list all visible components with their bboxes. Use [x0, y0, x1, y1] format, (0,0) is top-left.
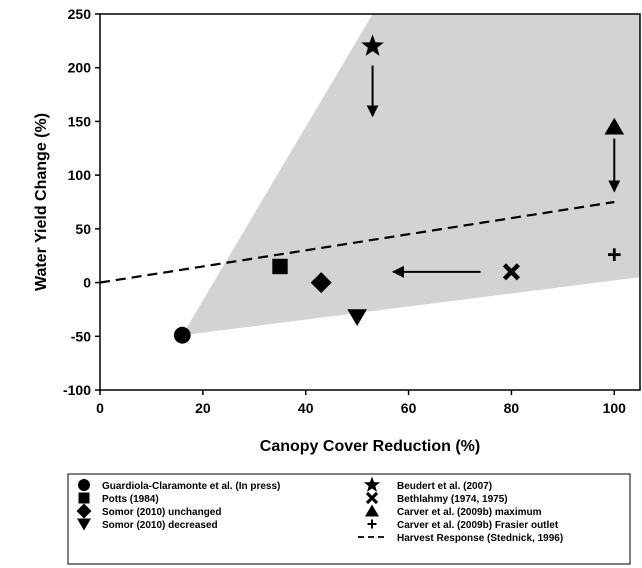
data-point-triangle-up [604, 117, 625, 135]
data-point-plus [607, 248, 621, 261]
legend-marker-x [365, 491, 379, 505]
y-tick-label: 200 [68, 60, 92, 76]
shaded-region [182, 14, 641, 336]
y-tick-label: 50 [75, 221, 91, 237]
y-axis-title: Water Yield Change (%) [33, 113, 50, 291]
legend-label: Guardiola-Claramonte et al. (In press) [102, 481, 280, 492]
legend-marker-triangle-down [77, 518, 91, 531]
legend-label: Harvest Response (Stednick, 1996) [397, 533, 563, 544]
legend-label: Potts (1984) [102, 494, 159, 505]
legend-label: Bethlahmy (1974, 1975) [397, 494, 508, 505]
data-point-x [502, 263, 521, 281]
legend-marker-triangle-up [365, 504, 379, 517]
x-tick-label: 80 [504, 400, 520, 416]
plot-frame [99, 13, 641, 391]
x-tick-label: 20 [195, 400, 211, 416]
legend-label: Beudert et al. (2007) [397, 481, 492, 492]
legend-marker-star [363, 476, 381, 492]
legend-marker-diamond [76, 503, 92, 519]
legend-marker-square [78, 492, 90, 504]
y-tick-label: 100 [68, 167, 92, 183]
x-tick-label: 0 [96, 400, 104, 416]
x-tick-label: 100 [603, 400, 627, 416]
legend-label: Carver et al. (2009b) Frasier outlet [397, 520, 559, 531]
y-tick-label: 0 [83, 275, 91, 291]
legend-label: Carver et al. (2009b) maximum [397, 507, 542, 518]
y-tick-label: -50 [71, 328, 91, 344]
legend: Guardiola-Claramonte et al. (In press) Po… [67, 473, 631, 565]
data-point-diamond [310, 272, 332, 294]
legend-label: Somor (2010) unchanged [102, 507, 221, 518]
y-tick-label: -100 [63, 382, 91, 398]
legend-box [67, 473, 631, 565]
harvest-response-line [99, 200, 615, 284]
x-axis-title: Canopy Cover Reduction (%) [260, 438, 480, 455]
y-tick-label: 150 [68, 113, 92, 129]
legend-label: Somor (2010) decreased [102, 520, 218, 531]
legend-marker-circle [78, 479, 90, 491]
x-tick-label: 60 [401, 400, 417, 416]
data-point-square [272, 258, 288, 275]
legend-marker-plus [367, 519, 377, 529]
x-tick-label: 40 [298, 400, 314, 416]
y-tick-label: 250 [68, 6, 92, 22]
data-point-star [361, 34, 384, 56]
data-point-circle [173, 326, 191, 344]
data-point-triangle-down [347, 309, 367, 327]
